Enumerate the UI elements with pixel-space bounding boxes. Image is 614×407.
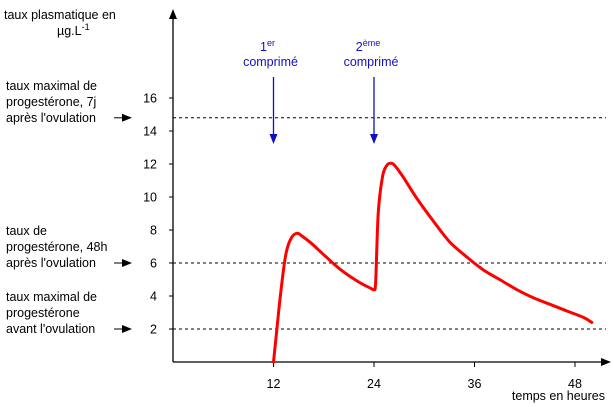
series-line xyxy=(272,161,594,364)
y-tick-label-14: 14 xyxy=(143,125,157,139)
x-tick-label-48: 48 xyxy=(568,377,582,391)
reference-label-3-line-3: avant l'ovulation xyxy=(6,322,95,336)
y-axis-unit-base: µg.L xyxy=(57,24,82,38)
annotation-2-label: comprimé xyxy=(344,55,399,69)
y-tick-label-10: 10 xyxy=(143,191,157,205)
reference-label-2-line-1: taux de xyxy=(6,224,47,238)
y-tick-label-8: 8 xyxy=(150,224,157,238)
reference-label-3-line-2: progestérone xyxy=(6,306,80,320)
y-axis-unit-exponent: -1 xyxy=(82,22,90,32)
y-tick-label-2: 2 xyxy=(150,323,157,337)
y-tick-label-16: 16 xyxy=(143,92,157,106)
y-axis-unit: µg.L-1 xyxy=(57,22,90,38)
reference-label-1-line-3: après l'ovulation xyxy=(6,111,96,125)
annotation-1-number: 1er xyxy=(260,38,275,54)
annotation-1-label: comprimé xyxy=(243,55,298,69)
x-tick-label-12: 12 xyxy=(267,377,281,391)
reference-label-2-line-2: progestérone, 48h xyxy=(6,240,108,254)
reference-label-2-line-3: après l'ovulation xyxy=(6,256,96,270)
x-axis-title: temps en heures xyxy=(512,389,605,403)
x-tick-label-24: 24 xyxy=(367,377,381,391)
x-tick-label-36: 36 xyxy=(468,377,482,391)
annotation-2-number: 2ème xyxy=(356,38,380,54)
reference-label-1-line-2: progestérone, 7j xyxy=(6,95,96,109)
reference-lines: taux maximal de progestérone, 7j après l'o… xyxy=(6,79,606,336)
y-tick-label-12: 12 xyxy=(143,158,157,172)
y-axis-title: taux plasmatique en xyxy=(4,8,116,22)
y-tick-label-6: 6 xyxy=(150,257,157,271)
reference-label-3-line-1: taux maximal de xyxy=(6,290,97,304)
y-tick-label-4: 4 xyxy=(150,290,157,304)
reference-label-1-line-1: taux maximal de xyxy=(6,79,97,93)
